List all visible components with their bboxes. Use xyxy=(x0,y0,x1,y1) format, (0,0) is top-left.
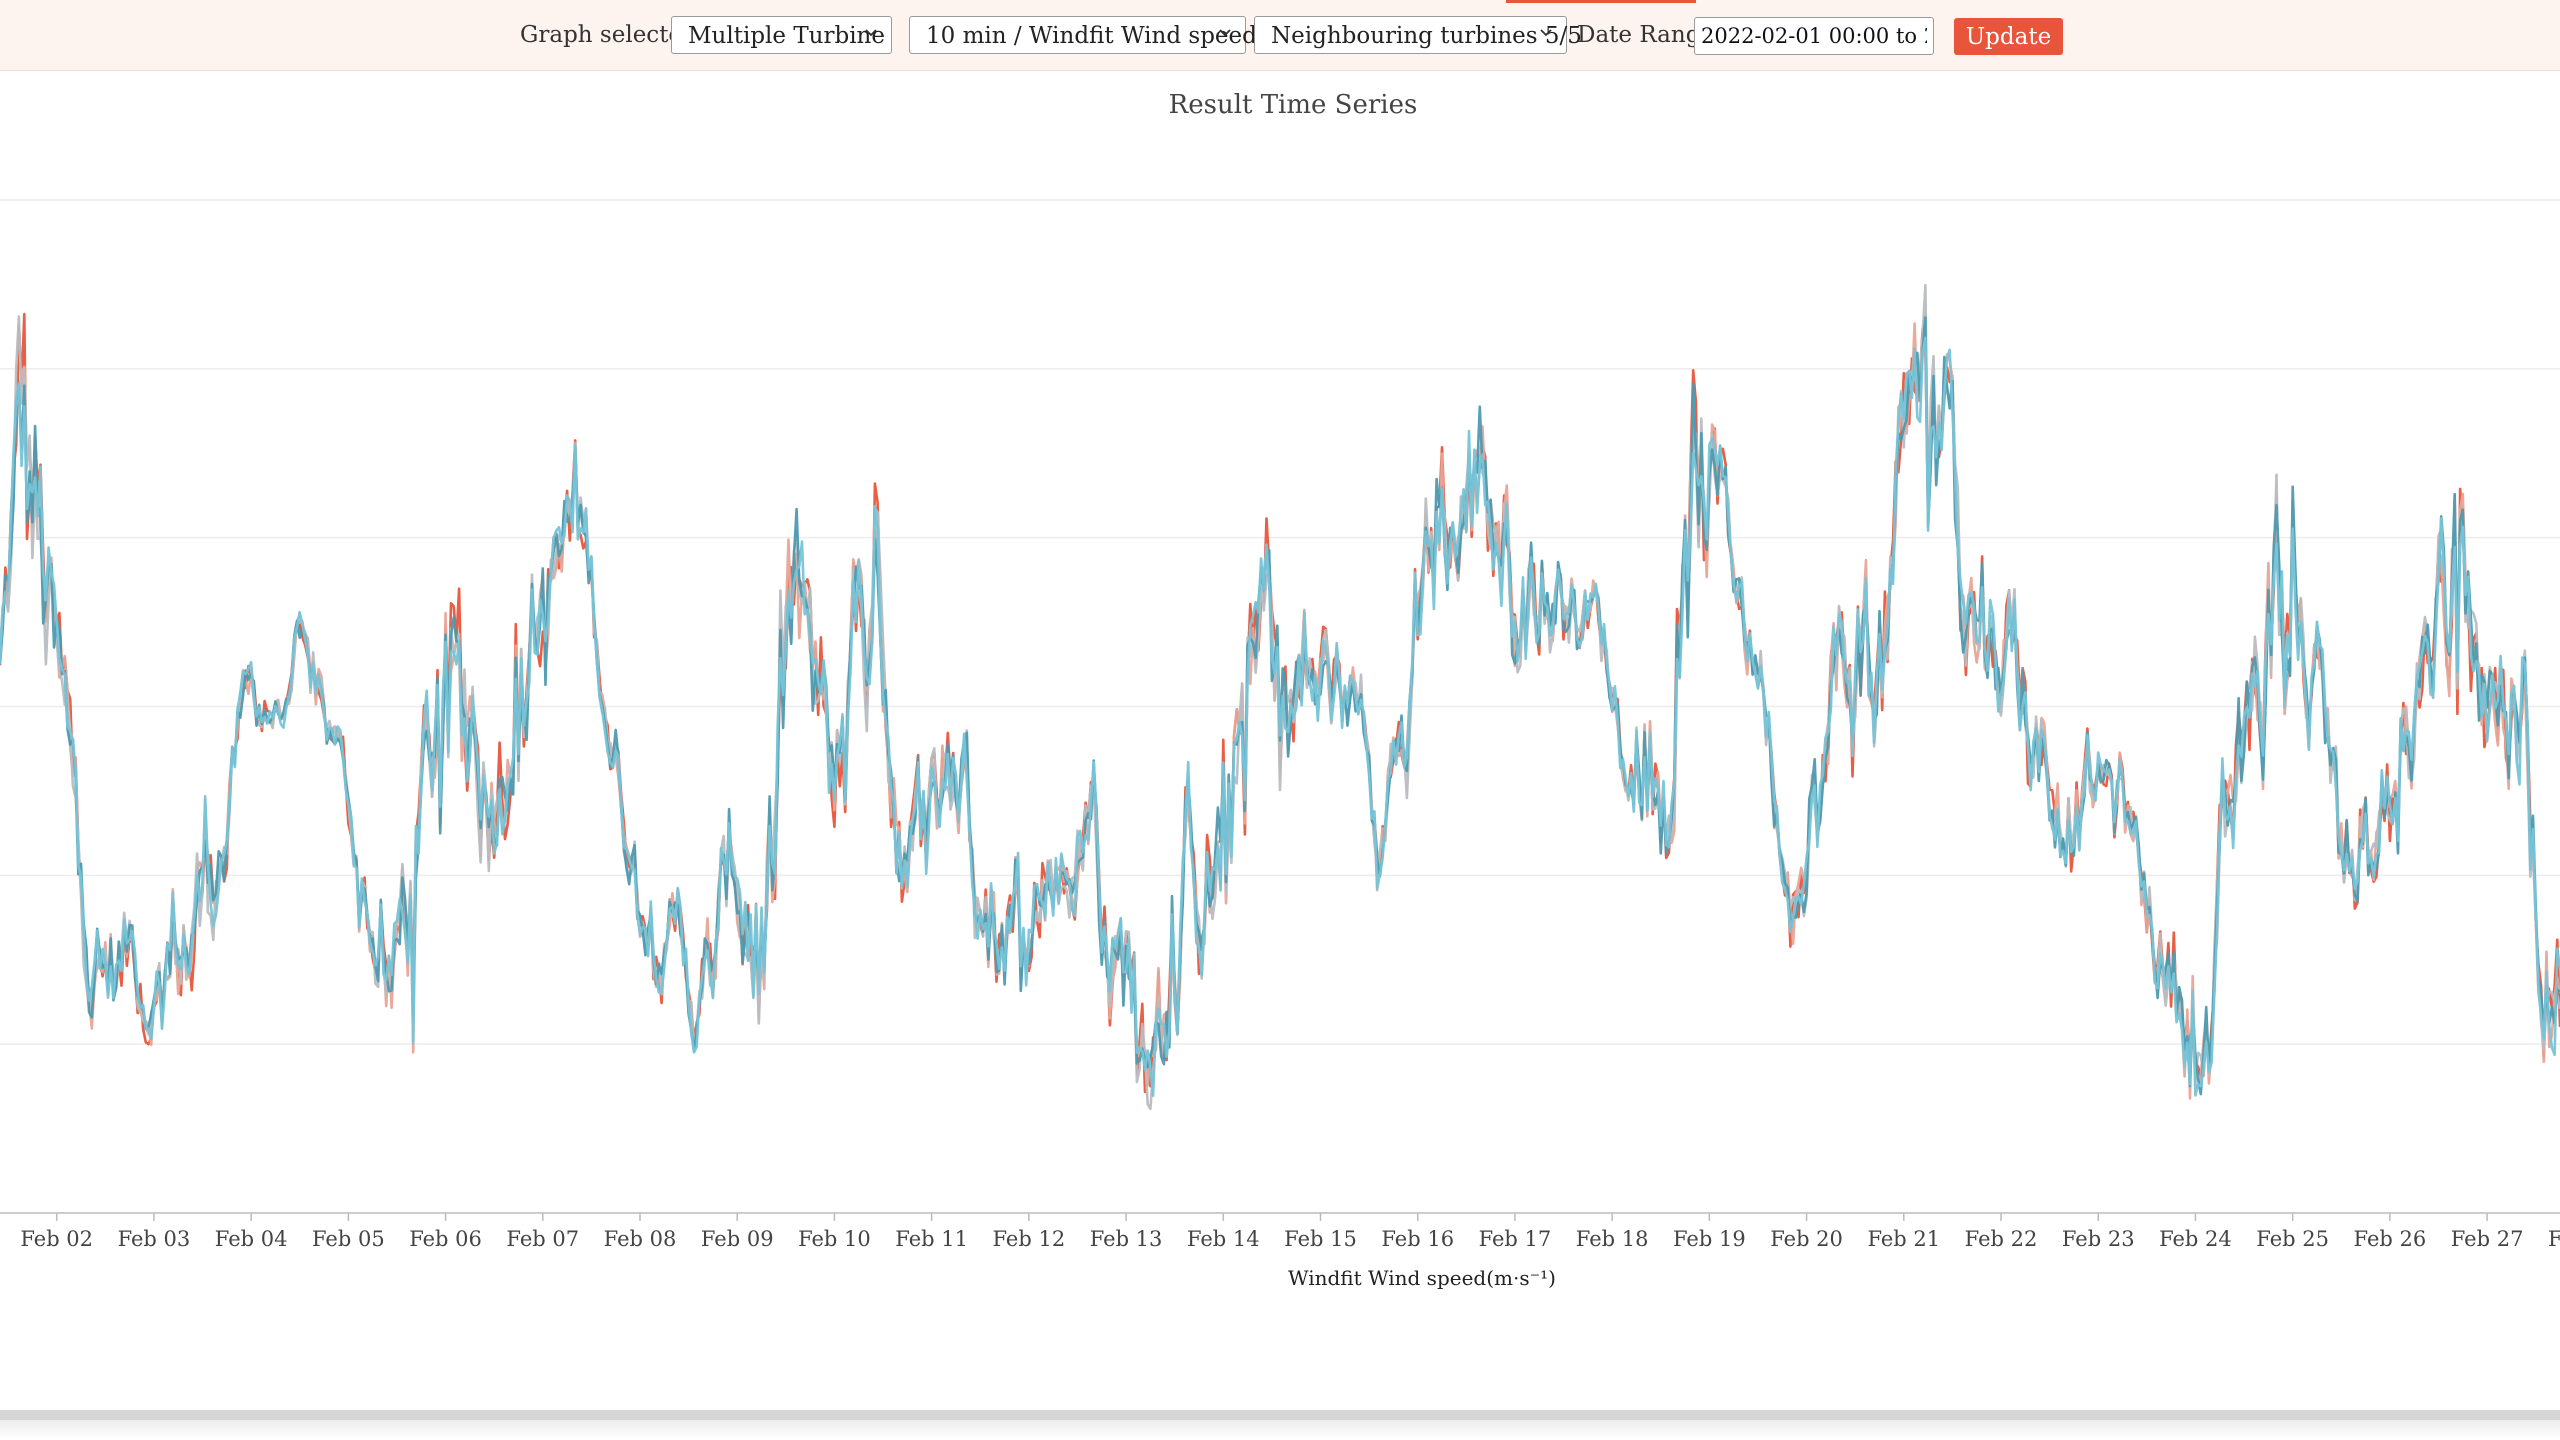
x-tick-label: Feb 25 xyxy=(2256,1227,2329,1251)
x-tick-label: Feb 06 xyxy=(409,1227,482,1251)
series-lines xyxy=(0,283,2560,1111)
x-axis-title: Windfit Wind speed(m·s⁻¹) xyxy=(1288,1266,1556,1290)
x-tick-label: Feb 16 xyxy=(1381,1227,1454,1251)
x-tick-label: Feb 24 xyxy=(2159,1227,2232,1251)
series-line xyxy=(0,336,2560,1097)
x-tick-label: Feb 28 xyxy=(2548,1227,2560,1251)
neighbouring-turbines-select-value: Neighbouring turbines 5/5 xyxy=(1271,23,1582,49)
x-tick-label: Feb 08 xyxy=(604,1227,677,1251)
neighbouring-turbines-select[interactable]: Neighbouring turbines 5/5 xyxy=(1254,16,1582,54)
toolbar-accent-bar xyxy=(1506,0,1696,3)
x-tick-label: Feb 23 xyxy=(2062,1227,2135,1251)
x-tick-label: Feb 10 xyxy=(798,1227,871,1251)
graph-type-select-value: Multiple Turbine xyxy=(688,23,885,49)
x-tick-label: Feb 04 xyxy=(215,1227,288,1251)
x-tick-label: Feb 21 xyxy=(1867,1227,1940,1251)
metric-select-value: 10 min / Windfit Wind speed xyxy=(926,23,1257,49)
x-tick-label: Feb 07 xyxy=(506,1227,579,1251)
x-tick-label: Feb 13 xyxy=(1090,1227,1163,1251)
date-range-input[interactable] xyxy=(1694,17,1934,55)
x-tick-label: Feb 22 xyxy=(1965,1227,2038,1251)
x-tick-label: Feb 18 xyxy=(1576,1227,1649,1251)
chevron-down-icon xyxy=(1540,29,1552,37)
x-tick-label: Feb 11 xyxy=(895,1227,968,1251)
chevron-down-icon xyxy=(1219,29,1231,37)
x-tick-label: Feb 03 xyxy=(118,1227,191,1251)
x-tick-label: Feb 15 xyxy=(1284,1227,1357,1251)
metric-select[interactable]: 10 min / Windfit Wind speed xyxy=(909,16,1257,54)
chart-title: Result Time Series xyxy=(1168,90,1418,120)
horizontal-scrollbar[interactable] xyxy=(0,1410,2560,1420)
update-button[interactable]: Update xyxy=(1954,18,2063,55)
x-tick-label: Feb 17 xyxy=(1479,1227,1552,1251)
time-series-chart[interactable]: Feb 02 Feb 03 Feb 04 Feb 05 Feb 06 Feb 07 Feb … xyxy=(0,0,2560,1300)
x-tick-label: Feb 09 xyxy=(701,1227,774,1251)
x-tick-label: Feb 19 xyxy=(1673,1227,1746,1251)
gridlines xyxy=(0,199,2560,1045)
x-tick-label: Feb 20 xyxy=(1770,1227,1843,1251)
x-tick-label: Feb 27 xyxy=(2451,1227,2524,1251)
x-tick-label: Feb 26 xyxy=(2354,1227,2427,1251)
x-axis-ticks: Feb 02 Feb 03 Feb 04 Feb 05 Feb 06 Feb 07 Feb … xyxy=(20,1213,2560,1251)
x-tick-label: Feb 02 xyxy=(20,1227,93,1251)
chart-toolbar: Graph selected: Multiple Turbine 10 min … xyxy=(0,0,2560,71)
x-tick-label: Feb 05 xyxy=(312,1227,385,1251)
chevron-down-icon xyxy=(865,29,877,37)
scrollbar-shadow xyxy=(0,1420,2560,1440)
graph-type-select[interactable]: Multiple Turbine xyxy=(671,16,892,54)
x-tick-label: Feb 14 xyxy=(1187,1227,1260,1251)
x-tick-label: Feb 12 xyxy=(993,1227,1066,1251)
series-line xyxy=(0,316,2560,1096)
